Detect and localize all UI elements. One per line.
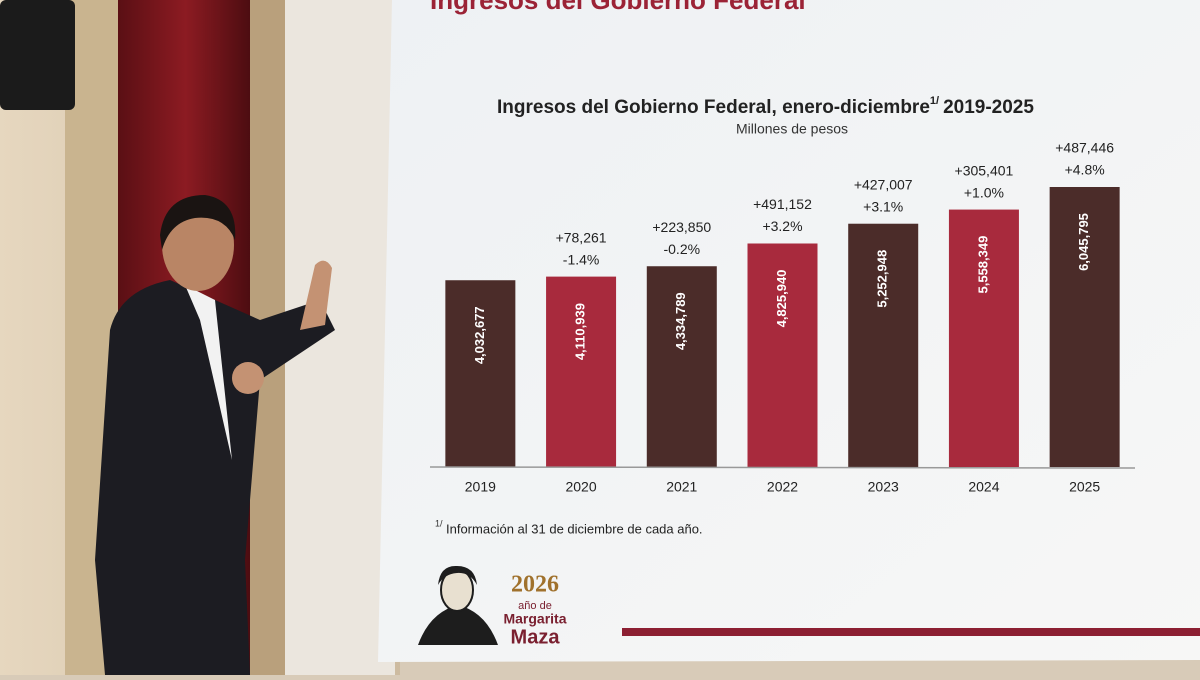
- change-label: +491,152: [753, 196, 812, 212]
- change-label: +78,261: [556, 229, 607, 245]
- footnote: Información al 31 de diciembre de cada a…: [446, 521, 703, 536]
- logo-line: año de: [518, 600, 552, 612]
- value-label: 6,045,795: [1076, 213, 1091, 271]
- bar: [948, 209, 1019, 467]
- logo: 2026 año de Margarita Maza: [418, 565, 567, 648]
- value-label: 4,110,939: [573, 303, 588, 360]
- title-years: 2019-2025: [943, 97, 1034, 118]
- chart-subtitle: Millones de pesos: [736, 121, 848, 137]
- title-note: 1/: [930, 95, 939, 107]
- value-label: 5,252,948: [875, 250, 890, 308]
- percent-change-label: +4.8%: [1065, 162, 1105, 178]
- change-label: +305,401: [955, 162, 1014, 178]
- x-tick-label: 2021: [666, 479, 697, 495]
- change-label: +487,446: [1055, 140, 1114, 156]
- footnote-mark: 1/: [435, 518, 443, 528]
- percent-change-label: +3.1%: [863, 198, 903, 214]
- percent-change-label: +1.0%: [964, 184, 1004, 200]
- change-label: +427,007: [854, 176, 913, 192]
- bar: [546, 276, 617, 467]
- footer-bar: [622, 628, 1200, 636]
- plot: 4,032,677 2019 4,110,939 +78,261 -1.4% 2020 4,…: [445, 140, 1120, 495]
- x-tick-label: 2019: [465, 479, 496, 495]
- logo-year: 2026: [511, 572, 559, 598]
- value-label: 4,825,940: [774, 270, 789, 328]
- bar: [445, 280, 516, 467]
- x-tick-label: 2020: [565, 479, 596, 495]
- x-tick-label: 2025: [1069, 479, 1100, 495]
- logo-line: Maza: [511, 626, 561, 648]
- x-tick-label: 2022: [767, 479, 798, 495]
- bar: [1049, 187, 1120, 467]
- value-label: 5,558,349: [975, 236, 990, 294]
- x-tick-label: 2023: [868, 479, 899, 495]
- logo-line: Margarita: [503, 611, 566, 627]
- slide-header: Ingresos del Gobierno Federal: [430, 0, 806, 15]
- baseline: [429, 466, 1136, 469]
- speaker: [95, 195, 335, 675]
- value-label: 4,334,789: [673, 292, 688, 350]
- bar: [848, 223, 919, 467]
- bar: [646, 266, 717, 467]
- x-tick-label: 2024: [968, 479, 999, 495]
- bar: [747, 243, 818, 467]
- percent-change-label: +3.2%: [762, 218, 802, 234]
- chart-title-text: Ingresos del Gobierno Federal, enero-dic…: [497, 97, 930, 118]
- value-label: 4,032,677: [472, 306, 487, 364]
- change-label: +223,850: [652, 219, 711, 235]
- camera: [0, 0, 75, 110]
- percent-change-label: -1.4%: [563, 251, 600, 267]
- chart-title: Ingresos del Gobierno Federal, enero-dic…: [497, 95, 1034, 118]
- percent-change-label: -0.2%: [663, 241, 700, 257]
